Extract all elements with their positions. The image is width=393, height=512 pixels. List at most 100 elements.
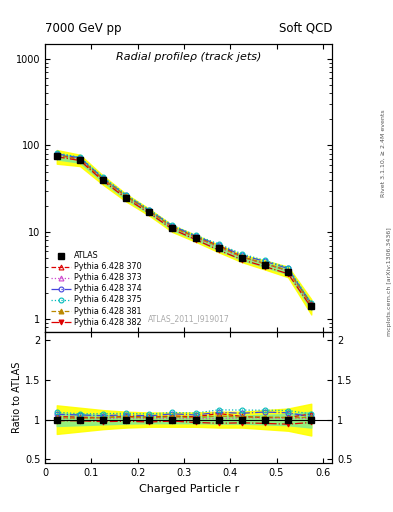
Pythia 6.428 382 xyxy=(309,304,314,310)
Pythia 6.428 382 xyxy=(217,247,221,253)
Pythia 6.428 382 xyxy=(147,210,152,216)
ATLAS xyxy=(193,235,198,241)
Pythia 6.428 381 xyxy=(286,268,290,274)
Pythia 6.428 370 xyxy=(124,193,129,199)
Pythia 6.428 373 xyxy=(124,194,129,200)
Pythia 6.428 381 xyxy=(263,260,267,266)
Legend: ATLAS, Pythia 6.428 370, Pythia 6.428 373, Pythia 6.428 374, Pythia 6.428 375, P: ATLAS, Pythia 6.428 370, Pythia 6.428 37… xyxy=(49,250,143,328)
ATLAS xyxy=(286,268,290,274)
Pythia 6.428 375 xyxy=(170,222,175,228)
Line: Pythia 6.428 375: Pythia 6.428 375 xyxy=(54,151,314,306)
Pythia 6.428 370 xyxy=(263,261,267,267)
Pythia 6.428 370 xyxy=(54,152,59,158)
Pythia 6.428 374 xyxy=(54,151,59,157)
Line: Pythia 6.428 373: Pythia 6.428 373 xyxy=(54,153,314,308)
Pythia 6.428 381 xyxy=(309,302,314,308)
Pythia 6.428 370 xyxy=(77,156,82,162)
Pythia 6.428 370 xyxy=(239,253,244,260)
Text: 7000 GeV pp: 7000 GeV pp xyxy=(45,22,122,35)
Pythia 6.428 374 xyxy=(147,207,152,214)
Pythia 6.428 375 xyxy=(193,232,198,238)
Pythia 6.428 370 xyxy=(286,267,290,273)
Pythia 6.428 373 xyxy=(147,208,152,215)
ATLAS xyxy=(147,209,152,215)
Pythia 6.428 382 xyxy=(124,195,129,201)
Pythia 6.428 381 xyxy=(239,254,244,260)
Text: ATLAS_2011_I919017: ATLAS_2011_I919017 xyxy=(148,314,230,324)
Pythia 6.428 382 xyxy=(170,226,175,232)
Pythia 6.428 381 xyxy=(101,176,105,182)
Pythia 6.428 373 xyxy=(54,153,59,159)
Pythia 6.428 373 xyxy=(170,225,175,231)
Pythia 6.428 381 xyxy=(124,194,129,200)
ATLAS xyxy=(54,153,59,159)
Line: Pythia 6.428 381: Pythia 6.428 381 xyxy=(54,153,314,307)
Pythia 6.428 382 xyxy=(239,257,244,263)
Text: Soft QCD: Soft QCD xyxy=(279,22,332,35)
Pythia 6.428 381 xyxy=(147,208,152,215)
Pythia 6.428 375 xyxy=(286,264,290,270)
Pythia 6.428 373 xyxy=(263,261,267,267)
Line: Pythia 6.428 374: Pythia 6.428 374 xyxy=(54,152,314,307)
Pythia 6.428 382 xyxy=(263,264,267,270)
Pythia 6.428 375 xyxy=(54,150,59,156)
Pythia 6.428 375 xyxy=(124,191,129,198)
Pythia 6.428 381 xyxy=(193,234,198,241)
Pythia 6.428 370 xyxy=(309,301,314,307)
Pythia 6.428 373 xyxy=(101,176,105,182)
Pythia 6.428 375 xyxy=(217,241,221,247)
Pythia 6.428 370 xyxy=(193,234,198,240)
Pythia 6.428 381 xyxy=(217,244,221,250)
ATLAS xyxy=(124,195,129,201)
Pythia 6.428 374 xyxy=(286,265,290,271)
Pythia 6.428 374 xyxy=(101,175,105,181)
Line: ATLAS: ATLAS xyxy=(54,154,314,309)
Pythia 6.428 375 xyxy=(309,301,314,307)
Pythia 6.428 373 xyxy=(217,245,221,251)
Pythia 6.428 374 xyxy=(309,302,314,308)
Pythia 6.428 374 xyxy=(77,155,82,161)
ATLAS xyxy=(77,157,82,163)
Pythia 6.428 374 xyxy=(124,193,129,199)
Pythia 6.428 374 xyxy=(170,223,175,229)
Pythia 6.428 370 xyxy=(170,224,175,230)
Pythia 6.428 374 xyxy=(217,242,221,248)
Pythia 6.428 370 xyxy=(217,243,221,249)
Pythia 6.428 375 xyxy=(101,174,105,180)
Pythia 6.428 381 xyxy=(170,224,175,230)
Pythia 6.428 382 xyxy=(193,237,198,243)
Pythia 6.428 382 xyxy=(77,157,82,163)
Pythia 6.428 381 xyxy=(77,156,82,162)
Pythia 6.428 373 xyxy=(77,156,82,162)
Pythia 6.428 373 xyxy=(286,268,290,274)
Pythia 6.428 374 xyxy=(263,258,267,264)
Pythia 6.428 375 xyxy=(239,251,244,257)
Text: Radial profileρ (track jets): Radial profileρ (track jets) xyxy=(116,52,261,62)
Pythia 6.428 375 xyxy=(77,154,82,160)
Y-axis label: Ratio to ATLAS: Ratio to ATLAS xyxy=(12,362,22,434)
Pythia 6.428 381 xyxy=(54,152,59,158)
ATLAS xyxy=(101,177,105,183)
ATLAS xyxy=(309,303,314,309)
ATLAS xyxy=(170,225,175,231)
Pythia 6.428 382 xyxy=(54,154,59,160)
ATLAS xyxy=(217,245,221,251)
X-axis label: Charged Particle r: Charged Particle r xyxy=(138,484,239,494)
Pythia 6.428 375 xyxy=(147,206,152,212)
Line: Pythia 6.428 382: Pythia 6.428 382 xyxy=(54,154,314,310)
Text: Rivet 3.1.10, ≥ 2.4M events: Rivet 3.1.10, ≥ 2.4M events xyxy=(381,110,386,198)
Pythia 6.428 373 xyxy=(193,234,198,241)
Line: Pythia 6.428 370: Pythia 6.428 370 xyxy=(54,153,314,306)
ATLAS xyxy=(263,262,267,268)
Pythia 6.428 374 xyxy=(239,252,244,259)
Pythia 6.428 373 xyxy=(239,254,244,261)
Pythia 6.428 370 xyxy=(101,176,105,182)
Pythia 6.428 382 xyxy=(286,271,290,277)
Pythia 6.428 382 xyxy=(101,178,105,184)
Pythia 6.428 370 xyxy=(147,208,152,214)
Pythia 6.428 374 xyxy=(193,233,198,239)
Text: mcplots.cern.ch [arXiv:1306.3436]: mcplots.cern.ch [arXiv:1306.3436] xyxy=(387,227,391,336)
Pythia 6.428 375 xyxy=(263,258,267,264)
Pythia 6.428 373 xyxy=(309,303,314,309)
ATLAS xyxy=(239,255,244,261)
